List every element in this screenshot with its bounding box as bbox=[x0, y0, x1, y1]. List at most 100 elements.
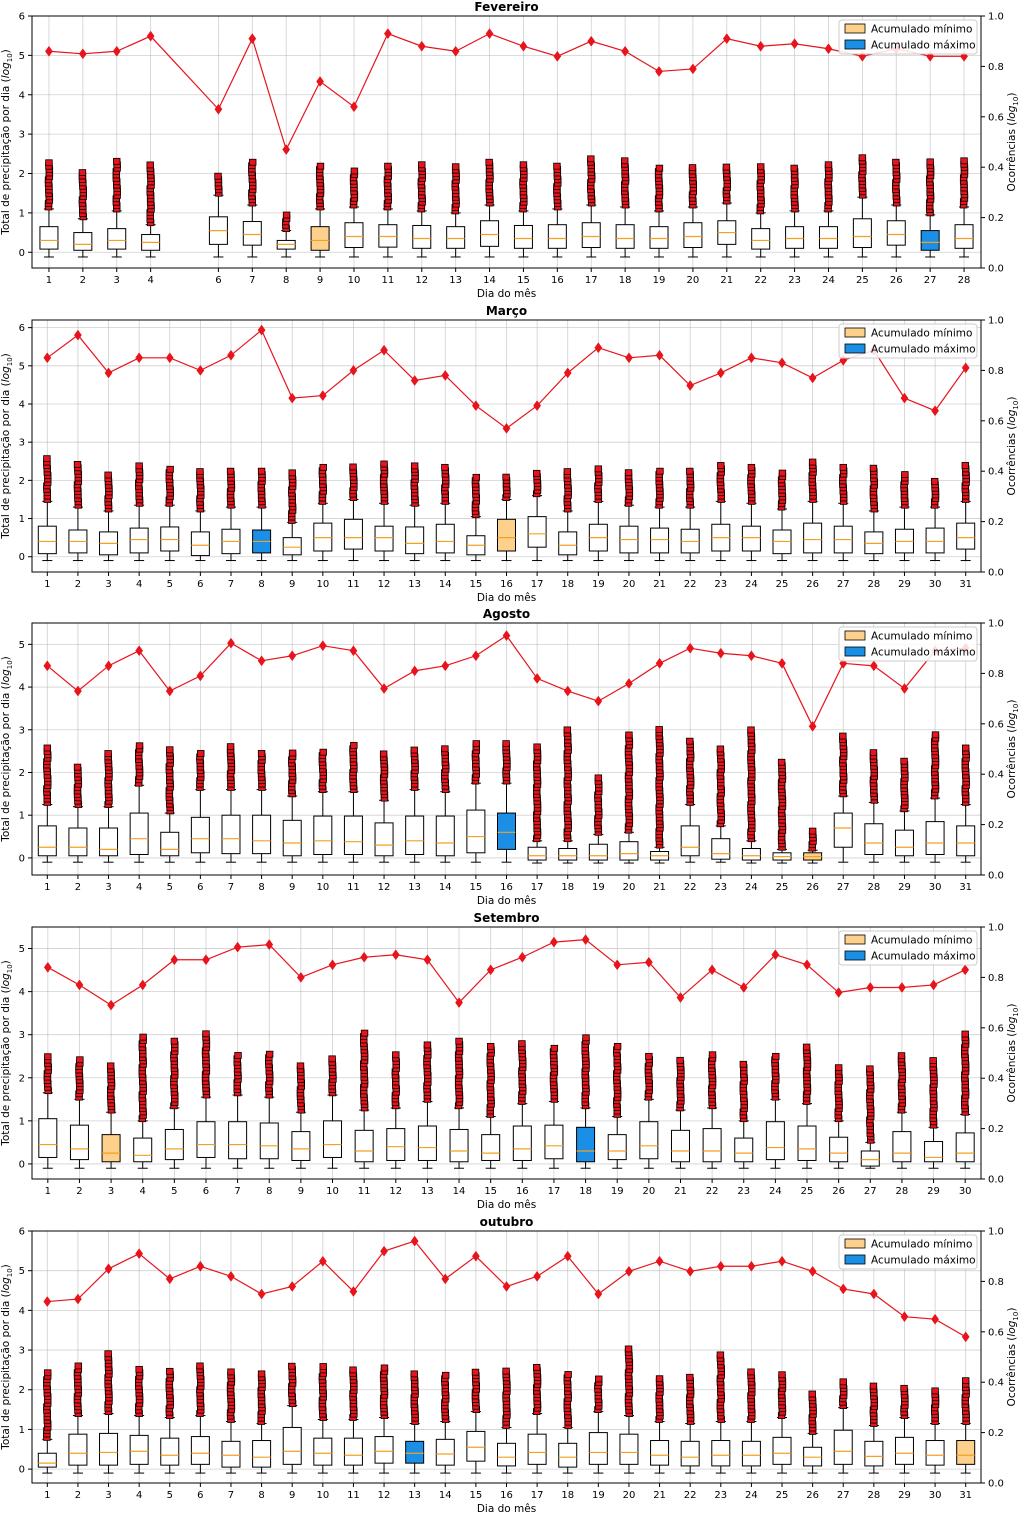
outliers bbox=[170, 1037, 179, 1110]
outlier-marker bbox=[349, 463, 357, 471]
outliers bbox=[621, 157, 630, 209]
box-day-25 bbox=[772, 758, 792, 864]
x-tick-label: 1 bbox=[44, 1490, 50, 1501]
box-day-17 bbox=[527, 1363, 547, 1474]
box-day-13 bbox=[405, 462, 425, 562]
box bbox=[558, 848, 578, 861]
x-tick-label: 25 bbox=[776, 579, 789, 590]
box-day-19 bbox=[588, 774, 608, 864]
ocorrencias-line bbox=[47, 938, 966, 1006]
y-tick-label: 4 bbox=[19, 400, 25, 411]
y-tick-label: 5 bbox=[19, 640, 25, 651]
box bbox=[581, 222, 601, 249]
ocorrencias-point-day-3 bbox=[104, 660, 113, 672]
outlier-marker bbox=[897, 1052, 906, 1060]
x-tick-label: 1 bbox=[45, 1186, 51, 1197]
outlier-marker bbox=[595, 1375, 603, 1383]
ocorrencias-point-day-17 bbox=[533, 673, 542, 684]
box-day-24 bbox=[741, 463, 761, 562]
ocorrencias-point-day-6 bbox=[196, 364, 205, 376]
box-day-2 bbox=[68, 1362, 88, 1474]
box bbox=[544, 1124, 564, 1160]
outlier-marker bbox=[747, 726, 755, 734]
ocorrencias-point-day-6 bbox=[196, 670, 205, 682]
box bbox=[639, 1121, 659, 1160]
legend-swatch-min bbox=[844, 327, 866, 338]
outliers bbox=[790, 164, 799, 213]
box bbox=[513, 224, 533, 249]
box bbox=[924, 1141, 944, 1163]
y-tick-label: 3 bbox=[19, 725, 25, 736]
ocorrencias-point-day-30 bbox=[931, 1313, 939, 1325]
box bbox=[466, 1430, 486, 1462]
x-tick-label: 14 bbox=[453, 1186, 466, 1197]
box bbox=[920, 230, 940, 251]
outliers bbox=[961, 744, 970, 806]
outlier-marker bbox=[441, 745, 449, 753]
ocorrencias-point-day-21 bbox=[676, 992, 685, 1003]
box-day-6 bbox=[190, 1362, 210, 1474]
box bbox=[129, 527, 149, 554]
outliers bbox=[410, 746, 419, 791]
ocorrencias-point-day-7 bbox=[227, 1270, 235, 1282]
box bbox=[313, 1437, 333, 1466]
legend-label-max: Acumulado máximo bbox=[871, 647, 976, 659]
ocorrencias-point-day-7 bbox=[227, 349, 235, 361]
box bbox=[650, 527, 670, 554]
box-day-28 bbox=[892, 1052, 912, 1169]
outlier-marker bbox=[747, 1368, 755, 1376]
y-tick-label: 4 bbox=[19, 683, 25, 694]
outliers bbox=[288, 469, 297, 524]
x-tick-label: 17 bbox=[585, 275, 598, 286]
box-day-10 bbox=[313, 748, 333, 863]
x-tick-label: 24 bbox=[745, 1490, 758, 1501]
y-tick-label: 0 bbox=[19, 1159, 25, 1170]
box-day-27 bbox=[833, 463, 853, 562]
box-day-22 bbox=[702, 1051, 722, 1169]
outliers bbox=[900, 471, 909, 509]
y2-tick-label: 0.8 bbox=[988, 366, 1004, 377]
outlier-marker bbox=[139, 1033, 147, 1041]
outliers bbox=[929, 1057, 938, 1129]
outliers bbox=[961, 1377, 970, 1425]
outliers bbox=[360, 1029, 369, 1112]
outlier-marker bbox=[624, 469, 633, 477]
x-tick-label: 20 bbox=[623, 1490, 636, 1501]
box-day-15 bbox=[466, 473, 486, 562]
ocorrencias-point-day-13 bbox=[451, 45, 460, 57]
box bbox=[894, 1436, 914, 1465]
outlier-marker bbox=[869, 1382, 878, 1390]
y2-tick-label: 1.0 bbox=[988, 12, 1004, 23]
outliers bbox=[581, 1034, 590, 1110]
y-tick-label: 0 bbox=[19, 248, 25, 259]
ocorrencias-point-day-22 bbox=[756, 40, 765, 52]
outliers bbox=[138, 1033, 147, 1123]
x-tick-label: 30 bbox=[929, 1490, 942, 1501]
x-tick-label: 4 bbox=[136, 882, 142, 893]
x-tick-label: 28 bbox=[958, 275, 971, 286]
ocorrencias-point-day-3 bbox=[112, 45, 121, 57]
ocorrencias-point-day-18 bbox=[563, 685, 572, 697]
x-tick-label: 15 bbox=[470, 579, 483, 590]
outlier-marker bbox=[502, 1367, 510, 1375]
outlier-marker bbox=[686, 737, 694, 745]
box bbox=[702, 1128, 722, 1163]
outliers bbox=[73, 1362, 83, 1417]
box bbox=[37, 1452, 57, 1468]
box bbox=[313, 815, 333, 855]
ocorrencias-point-day-24 bbox=[771, 949, 780, 961]
x-tick-label: 14 bbox=[439, 579, 452, 590]
outliers bbox=[502, 1367, 511, 1429]
y2-tick-label: 1.0 bbox=[988, 316, 1004, 327]
ocorrencias-point-day-23 bbox=[716, 367, 725, 379]
ocorrencias-point-day-3 bbox=[104, 1263, 113, 1275]
ocorrencias-point-day-22 bbox=[686, 380, 695, 391]
x-tick-label: 31 bbox=[959, 1490, 972, 1501]
ocorrencias-point-day-14 bbox=[485, 28, 494, 40]
outlier-marker bbox=[550, 1044, 559, 1052]
outlier-marker bbox=[257, 750, 266, 757]
outlier-marker bbox=[960, 157, 968, 165]
outlier-marker bbox=[349, 1366, 357, 1374]
x-tick-label: 31 bbox=[959, 579, 972, 590]
x-tick-label: 2 bbox=[80, 275, 86, 286]
